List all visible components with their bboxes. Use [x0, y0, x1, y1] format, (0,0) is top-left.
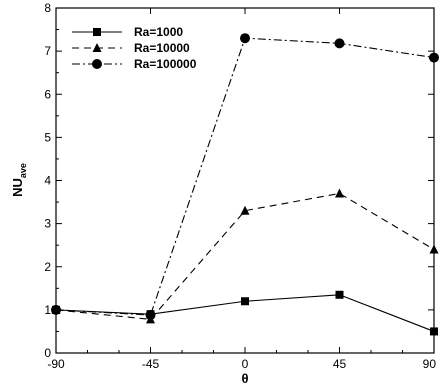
data-point	[430, 327, 438, 336]
legend-label: Ra=10000	[134, 41, 190, 55]
data-point	[429, 244, 439, 254]
legend-marker	[92, 59, 102, 69]
y-tick-label: 8	[44, 1, 51, 15]
data-point	[429, 52, 439, 63]
data-point	[241, 297, 249, 306]
legend-label: Ra=100000	[134, 57, 197, 71]
y-axis-label-group: NUave	[10, 163, 28, 197]
legend-item: Ra=100000	[72, 57, 197, 71]
x-tick-label: 45	[333, 357, 347, 371]
x-tick-label: -45	[142, 357, 160, 371]
series-line	[55, 192, 435, 320]
y-axis-label-subscript: ave	[18, 163, 28, 178]
data-point	[240, 33, 250, 44]
y-axis-label: NUave	[10, 163, 28, 197]
series-group	[51, 33, 439, 336]
data-point	[335, 188, 344, 198]
y-tick-label: 6	[44, 87, 51, 101]
legend-label: Ra=1000	[134, 25, 183, 39]
data-point	[145, 310, 156, 321]
x-tick-label: 0	[242, 357, 249, 371]
legend-item: Ra=1000	[72, 25, 183, 39]
series-line	[55, 37, 435, 316]
y-tick-label: 7	[44, 44, 51, 58]
series-circle	[51, 33, 439, 321]
y-tick-label: 3	[44, 217, 51, 231]
data-point	[51, 304, 61, 315]
y-tick-label: 2	[44, 260, 51, 274]
y-tick-label: 5	[44, 130, 51, 144]
y-tick-label: 0	[44, 346, 51, 360]
y-axis-label-main: NU	[10, 178, 25, 197]
x-tick-label: 90	[423, 357, 437, 371]
y-axis-ticks: 0 1 2 3 4 5 6 7 8	[44, 1, 434, 360]
legend-item: Ra=10000	[72, 41, 190, 55]
data-point	[240, 205, 250, 215]
data-point	[334, 38, 345, 49]
legend-marker	[93, 28, 101, 36]
legend: Ra=1000 Ra=10000 Ra=100000	[72, 25, 197, 71]
legend-marker	[92, 43, 102, 52]
x-axis-label: θ	[241, 371, 248, 386]
y-tick-label: 1	[44, 303, 51, 317]
x-tick-label: -90	[47, 357, 65, 371]
data-point	[335, 290, 344, 299]
y-tick-label: 4	[44, 174, 51, 188]
x-axis-ticks: -90 -45 0 45 90	[47, 8, 436, 371]
